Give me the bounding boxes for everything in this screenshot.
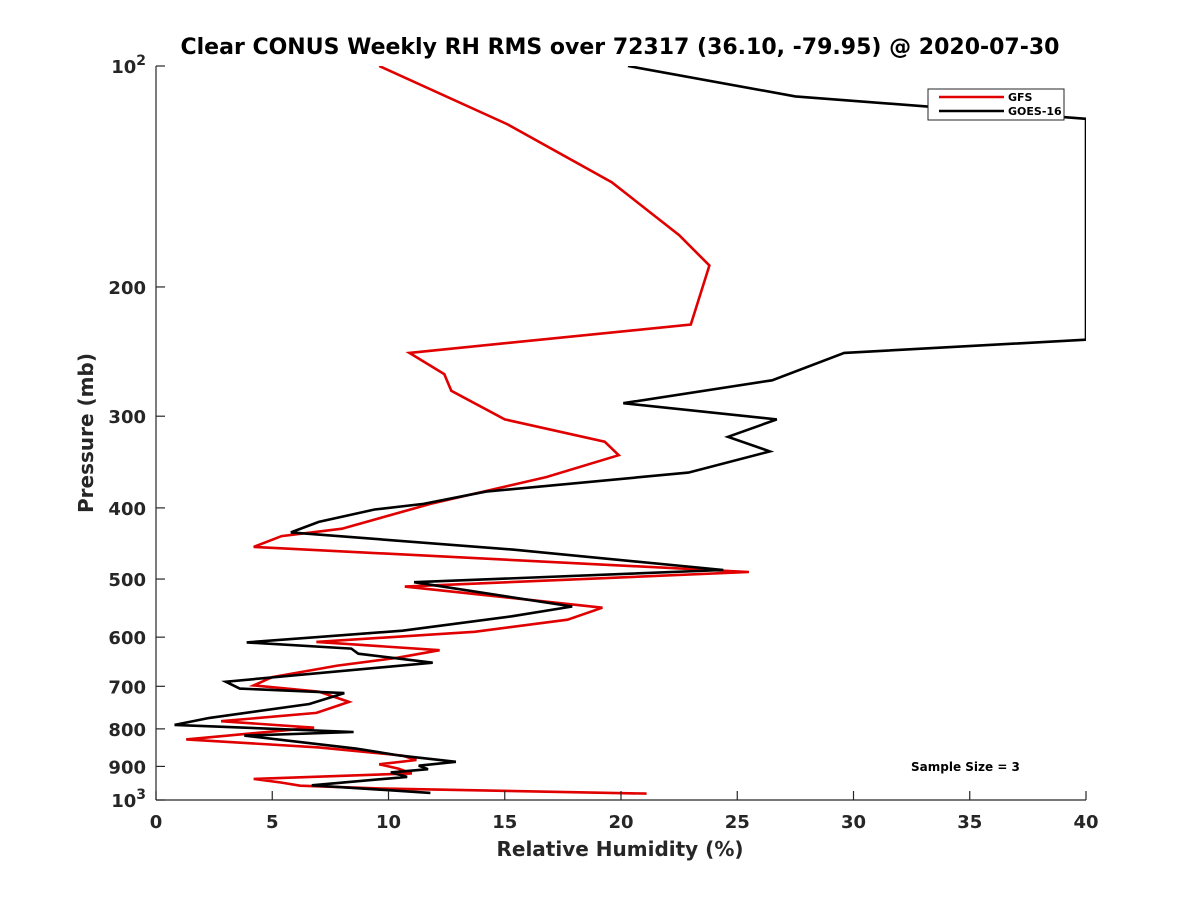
y-tick-label: 200 (108, 278, 146, 299)
y-tick-label: 900 (108, 757, 146, 778)
x-tick-label: 0 (150, 812, 163, 833)
series-line-goes16 (174, 66, 1086, 795)
x-tick-label: 30 (841, 812, 866, 833)
x-tick-label: 40 (1073, 812, 1098, 833)
y-tick-label: 400 (108, 499, 146, 520)
x-tick-label: 10 (376, 812, 401, 833)
y-ticks: 102 200 300 400 500 600 700 800 900 103 (108, 53, 165, 812)
x-ticks: 0 5 10 15 20 25 30 35 40 (150, 791, 1099, 833)
x-tick-label: 5 (266, 812, 279, 833)
x-axis-label: Relative Humidity (%) (496, 837, 743, 861)
y-tick-label: 102 (111, 53, 146, 78)
y-tick-label: 500 (108, 570, 146, 591)
y-tick-label: 800 (108, 720, 146, 741)
x-tick-label: 25 (725, 812, 750, 833)
y-axis-label: Pressure (mb) (74, 353, 98, 513)
plot-lines (174, 66, 1086, 795)
y-tick-label: 103 (111, 787, 146, 812)
legend-label-gfs: GFS (1008, 91, 1033, 104)
chart-title: Clear CONUS Weekly RH RMS over 72317 (36… (181, 35, 1060, 60)
series-line-gfs (186, 66, 749, 795)
y-tick-label: 600 (108, 628, 146, 649)
x-tick-label: 20 (608, 812, 633, 833)
legend-label-goes16: GOES-16 (1008, 105, 1062, 118)
legend: GFS GOES-16 (927, 88, 1065, 121)
x-tick-label: 15 (492, 812, 517, 833)
x-tick-label: 35 (957, 812, 982, 833)
legend-box (927, 88, 1065, 121)
y-tick-label: 700 (108, 677, 146, 698)
sample-size-annotation: Sample Size = 3 (911, 760, 1020, 774)
y-tick-label: 300 (108, 407, 146, 428)
